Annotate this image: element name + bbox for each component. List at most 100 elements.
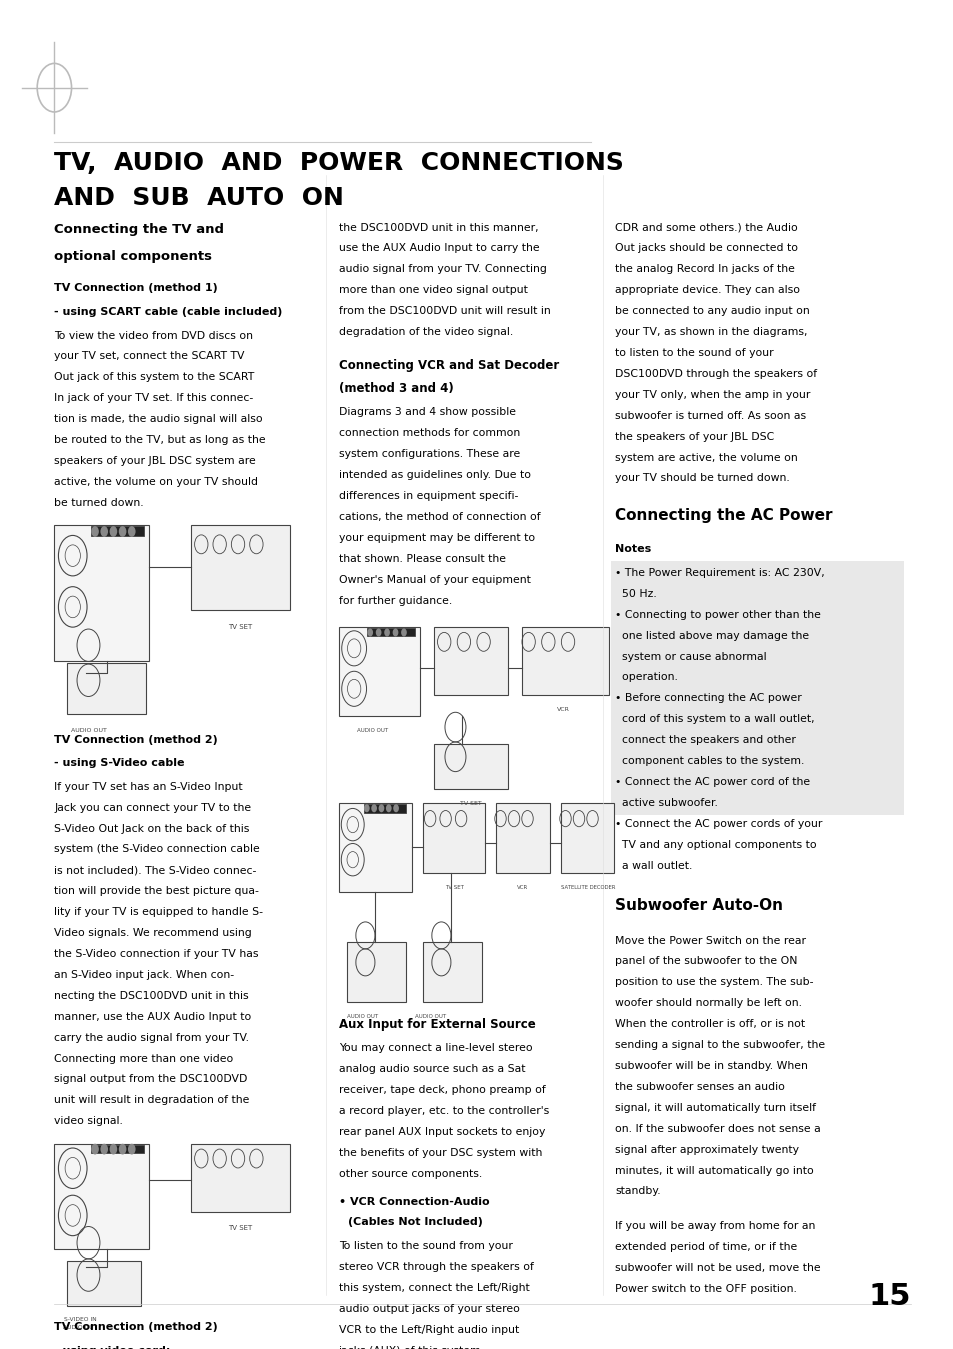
- FancyBboxPatch shape: [560, 803, 614, 873]
- Text: be routed to the TV, but as long as the: be routed to the TV, but as long as the: [54, 434, 266, 445]
- Text: subwoofer will be in standby. When: subwoofer will be in standby. When: [615, 1060, 807, 1071]
- Text: system configurations. These are: system configurations. These are: [338, 449, 519, 459]
- Text: to listen to the sound of your: to listen to the sound of your: [615, 348, 773, 357]
- Text: cord of this system to a wall outlet,: cord of this system to a wall outlet,: [615, 714, 814, 724]
- Text: Out jacks should be connected to: Out jacks should be connected to: [615, 243, 798, 254]
- Text: VCR: VCR: [517, 885, 528, 890]
- Text: sending a signal to the subwoofer, the: sending a signal to the subwoofer, the: [615, 1040, 824, 1050]
- Text: To view the video from DVD discs on: To view the video from DVD discs on: [54, 331, 253, 340]
- Text: VCR to the Left/Right audio input: VCR to the Left/Right audio input: [338, 1325, 518, 1334]
- Circle shape: [363, 804, 369, 812]
- Text: use the AUX Audio Input to carry the: use the AUX Audio Input to carry the: [338, 243, 538, 254]
- Text: - using video cord:: - using video cord:: [54, 1345, 171, 1349]
- Circle shape: [118, 526, 126, 537]
- Text: Notes: Notes: [615, 544, 651, 554]
- Text: audio output jacks of your stereo: audio output jacks of your stereo: [338, 1303, 519, 1314]
- FancyBboxPatch shape: [434, 627, 507, 695]
- Text: Connecting VCR and Sat Decoder: Connecting VCR and Sat Decoder: [338, 359, 558, 372]
- FancyBboxPatch shape: [521, 627, 608, 695]
- Circle shape: [375, 629, 381, 637]
- Text: audio signal from your TV. Connecting: audio signal from your TV. Connecting: [338, 264, 546, 274]
- Text: other source components.: other source components.: [338, 1168, 481, 1179]
- Text: your TV, as shown in the diagrams,: your TV, as shown in the diagrams,: [615, 326, 807, 337]
- Text: TV SET: TV SET: [229, 623, 253, 630]
- FancyBboxPatch shape: [191, 525, 290, 610]
- Text: the benefits of your DSC system with: the benefits of your DSC system with: [338, 1148, 541, 1157]
- Text: woofer should normally be left on.: woofer should normally be left on.: [615, 998, 801, 1008]
- Text: stereo VCR through the speakers of: stereo VCR through the speakers of: [338, 1261, 533, 1272]
- Text: Out jack of this system to the SCART: Out jack of this system to the SCART: [54, 372, 254, 382]
- Text: 15: 15: [867, 1283, 910, 1311]
- Text: carry the audio signal from your TV.: carry the audio signal from your TV.: [54, 1032, 249, 1043]
- Text: Aux Input for External Source: Aux Input for External Source: [338, 1018, 535, 1032]
- Circle shape: [110, 1144, 117, 1155]
- Circle shape: [110, 526, 117, 537]
- Text: rear panel AUX Input sockets to enjoy: rear panel AUX Input sockets to enjoy: [338, 1126, 544, 1137]
- FancyBboxPatch shape: [91, 1145, 143, 1153]
- Text: the analog Record In jacks of the: the analog Record In jacks of the: [615, 264, 795, 274]
- FancyBboxPatch shape: [338, 803, 412, 893]
- Circle shape: [393, 804, 398, 812]
- Circle shape: [400, 629, 406, 637]
- Text: operation.: operation.: [615, 672, 678, 683]
- FancyBboxPatch shape: [91, 526, 143, 536]
- Text: cations, the method of connection of: cations, the method of connection of: [338, 511, 539, 522]
- Text: optional components: optional components: [54, 250, 213, 263]
- Text: minutes, it will automatically go into: minutes, it will automatically go into: [615, 1166, 813, 1175]
- Text: your TV only, when the amp in your: your TV only, when the amp in your: [615, 390, 810, 399]
- Text: is not included). The S-Video connec-: is not included). The S-Video connec-: [54, 865, 256, 876]
- Text: TV SET: TV SET: [459, 801, 481, 807]
- Text: be turned down.: be turned down.: [54, 498, 144, 507]
- Circle shape: [100, 526, 108, 537]
- Text: necting the DSC100DVD unit in this: necting the DSC100DVD unit in this: [54, 990, 249, 1001]
- Circle shape: [100, 1144, 108, 1155]
- Text: the speakers of your JBL DSC: the speakers of your JBL DSC: [615, 432, 774, 441]
- Text: your TV should be turned down.: your TV should be turned down.: [615, 473, 789, 483]
- Text: lity if your TV is equipped to handle S-: lity if your TV is equipped to handle S-: [54, 907, 263, 917]
- Text: system are active, the volume on: system are active, the volume on: [615, 452, 798, 463]
- Text: signal, it will automatically turn itself: signal, it will automatically turn itsel…: [615, 1102, 816, 1113]
- Circle shape: [393, 629, 398, 637]
- Text: TV and any optional components to: TV and any optional components to: [615, 839, 816, 850]
- Text: differences in equipment specifi-: differences in equipment specifi-: [338, 491, 517, 500]
- Text: a wall outlet.: a wall outlet.: [615, 861, 692, 870]
- Text: • VCR Connection-Audio: • VCR Connection-Audio: [338, 1197, 489, 1206]
- FancyBboxPatch shape: [610, 561, 903, 815]
- Text: standby.: standby.: [615, 1186, 660, 1197]
- Text: TV Connection (method 2): TV Connection (method 2): [54, 1322, 218, 1331]
- Text: on. If the subwoofer does not sense a: on. If the subwoofer does not sense a: [615, 1124, 821, 1133]
- Text: that shown. Please consult the: that shown. Please consult the: [338, 553, 505, 564]
- Text: unit will result in degradation of the: unit will result in degradation of the: [54, 1095, 250, 1105]
- Text: active subwoofer.: active subwoofer.: [615, 797, 718, 808]
- Text: • Connect the AC power cords of your: • Connect the AC power cords of your: [615, 819, 821, 828]
- Text: active, the volume on your TV should: active, the volume on your TV should: [54, 476, 258, 487]
- Text: • Connect the AC power cord of the: • Connect the AC power cord of the: [615, 777, 810, 786]
- Circle shape: [128, 1144, 135, 1155]
- Text: (Cables Not Included): (Cables Not Included): [348, 1217, 482, 1228]
- Text: AUDIO OUT: AUDIO OUT: [71, 727, 107, 733]
- Text: an S-Video input jack. When con-: an S-Video input jack. When con-: [54, 970, 234, 979]
- Text: your TV set, connect the SCART TV: your TV set, connect the SCART TV: [54, 352, 245, 362]
- Text: TV SET: TV SET: [229, 1225, 253, 1232]
- Text: Video signals. We recommend using: Video signals. We recommend using: [54, 928, 252, 938]
- Text: DSC100DVD through the speakers of: DSC100DVD through the speakers of: [615, 368, 817, 379]
- Text: TV Connection (method 1): TV Connection (method 1): [54, 283, 218, 293]
- Text: degradation of the video signal.: degradation of the video signal.: [338, 326, 513, 337]
- Circle shape: [371, 804, 376, 812]
- FancyBboxPatch shape: [54, 525, 149, 661]
- Text: system or cause abnormal: system or cause abnormal: [615, 652, 766, 661]
- Text: Owner's Manual of your equipment: Owner's Manual of your equipment: [338, 575, 530, 584]
- Text: Subwoofer Auto-On: Subwoofer Auto-On: [615, 897, 782, 913]
- Text: - using SCART cable (cable included): - using SCART cable (cable included): [54, 308, 282, 317]
- FancyBboxPatch shape: [434, 743, 507, 789]
- Text: appropriate device. They can also: appropriate device. They can also: [615, 286, 800, 295]
- Text: be connected to any audio input on: be connected to any audio input on: [615, 306, 809, 316]
- Text: • The Power Requirement is: AC 230V,: • The Power Requirement is: AC 230V,: [615, 568, 824, 577]
- Text: 50 Hz.: 50 Hz.: [615, 588, 657, 599]
- Text: If you will be away from home for an: If you will be away from home for an: [615, 1221, 815, 1230]
- Text: jacks (AUX) of this system.: jacks (AUX) of this system.: [338, 1345, 484, 1349]
- Text: speakers of your JBL DSC system are: speakers of your JBL DSC system are: [54, 456, 255, 465]
- Text: your equipment may be different to: your equipment may be different to: [338, 533, 535, 542]
- Text: When the controller is off, or is not: When the controller is off, or is not: [615, 1018, 804, 1029]
- Text: Connecting the AC Power: Connecting the AC Power: [615, 507, 832, 523]
